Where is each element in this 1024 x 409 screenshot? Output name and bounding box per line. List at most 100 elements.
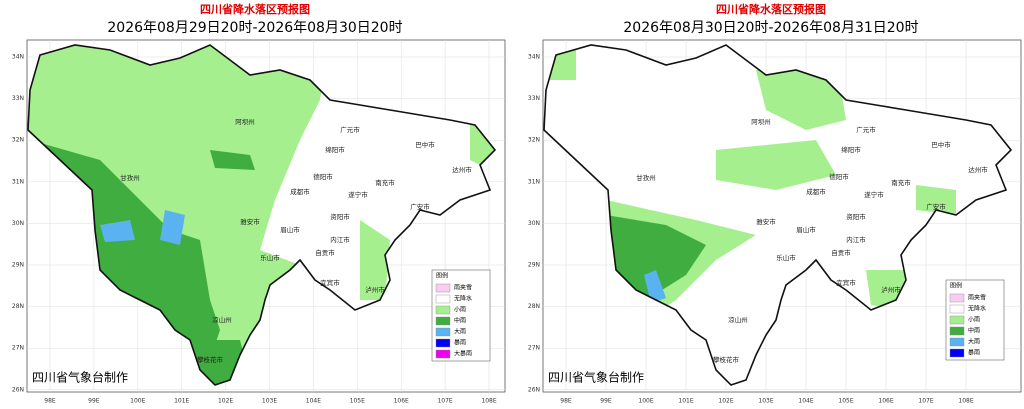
city-label: 雅安市 <box>756 217 776 226</box>
lat-label: 32N <box>528 137 540 144</box>
province-border <box>543 44 1013 386</box>
lon-label: 100E <box>130 398 145 405</box>
legend-swatch <box>949 337 965 347</box>
lon-label: 101E <box>174 398 189 405</box>
lon-label: 100E <box>638 398 653 405</box>
lon-label: 102E <box>718 398 733 405</box>
city-label: 遂宁市 <box>864 190 884 199</box>
rain-area <box>606 215 706 300</box>
city-label: 甘孜州 <box>120 173 140 182</box>
rain-area <box>160 210 185 245</box>
lat-label: 34N <box>12 54 24 61</box>
footer: 四川省气象台制作 <box>32 370 128 385</box>
legend-swatch <box>949 293 965 303</box>
lat-label: 31N <box>12 178 24 185</box>
lat-label: 26N <box>12 386 24 393</box>
lat-label: 34N <box>528 54 540 61</box>
legend-label: 大雨 <box>968 338 980 346</box>
city-label: 阿坝州 <box>235 117 255 126</box>
map-panel: 四川省降水落区预报图 2026年08月29日20时-2026年08月30日20时 3… <box>12 2 506 405</box>
lon-label: 99E <box>600 398 612 405</box>
city-label: 德阳市 <box>313 172 333 181</box>
lon-label: 99E <box>88 398 100 405</box>
city-label: 南充市 <box>891 178 911 187</box>
legend-label: 雨夹雪 <box>968 294 986 302</box>
city-label: 乐山市 <box>260 253 280 262</box>
lon-label: 105E <box>838 398 853 405</box>
city-label: 成都市 <box>290 187 310 196</box>
lon-label: 107E <box>437 398 452 405</box>
map-title: 四川省降水落区预报图 <box>716 2 826 16</box>
legend-title: 图例 <box>950 282 962 290</box>
map-panel: 四川省降水落区预报图 2026年08月30日20时-2026年08月31日20时 3… <box>528 2 1022 405</box>
lat-label: 33N <box>12 95 24 102</box>
rain-area <box>644 270 666 303</box>
city-label: 德阳市 <box>829 172 849 181</box>
legend-label: 无降水 <box>968 305 986 313</box>
lat-label: 27N <box>12 345 24 352</box>
city-label: 甘孜州 <box>636 173 656 182</box>
city-label: 凉山州 <box>212 315 232 324</box>
lon-label: 107E <box>918 398 933 405</box>
lat-label: 28N <box>528 303 540 310</box>
legend-label: 大暴雨 <box>454 350 472 358</box>
legend-label: 无降水 <box>454 295 472 303</box>
lon-label: 104E <box>306 398 321 405</box>
legend-label: 暴雨 <box>968 350 980 357</box>
city-label: 自贡市 <box>315 248 335 257</box>
lon-label: 98E <box>44 398 56 405</box>
legend-label: 中雨 <box>968 327 980 335</box>
city-label: 遂宁市 <box>348 190 368 199</box>
city-label: 南充市 <box>375 178 395 187</box>
city-label: 凉山州 <box>728 315 748 324</box>
lon-label: 105E <box>350 398 365 405</box>
rain-area <box>100 220 135 242</box>
lat-label: 27N <box>528 345 540 352</box>
city-label: 雅安市 <box>240 217 260 226</box>
legend-label: 大雨 <box>454 328 466 336</box>
lon-label: 108E <box>958 398 973 405</box>
legend-swatch <box>435 316 451 326</box>
legend-swatch <box>949 348 965 358</box>
city-label: 绵阳市 <box>325 145 345 154</box>
legend-swatch <box>949 326 965 336</box>
rain-area <box>210 150 255 170</box>
city-label: 成都市 <box>806 187 826 196</box>
legend-swatch <box>435 305 451 315</box>
lon-label: 106E <box>878 398 893 405</box>
city-label: 内江市 <box>330 235 350 244</box>
lon-label: 103E <box>262 398 277 405</box>
rain-area <box>360 220 390 300</box>
legend-swatch <box>949 315 965 325</box>
city-label: 绵阳市 <box>841 145 861 154</box>
city-label: 攀枝花市 <box>713 355 740 364</box>
city-label: 宜宾市 <box>320 278 340 287</box>
lon-label: 106E <box>394 398 409 405</box>
lon-label: 104E <box>798 398 813 405</box>
city-label: 阿坝州 <box>751 117 771 126</box>
lat-label: 32N <box>12 137 24 144</box>
legend-title: 图例 <box>436 272 448 280</box>
city-label: 巴中市 <box>931 140 951 149</box>
city-label: 达州市 <box>452 165 472 174</box>
legend-swatch <box>435 283 451 293</box>
lat-label: 29N <box>12 262 24 269</box>
legend-label: 中雨 <box>454 317 466 325</box>
rain-area <box>916 185 956 215</box>
city-label: 广元市 <box>340 125 360 134</box>
city-label: 广元市 <box>856 125 876 134</box>
lat-label: 28N <box>12 303 24 310</box>
legend-swatch <box>435 294 451 304</box>
lon-label: 101E <box>678 398 693 405</box>
city-label: 自贡市 <box>831 248 851 257</box>
legend-swatch <box>949 304 965 314</box>
city-label: 资阳市 <box>846 212 866 221</box>
city-label: 宜宾市 <box>836 278 856 287</box>
city-label: 泸州市 <box>365 285 385 294</box>
city-label: 眉山市 <box>796 225 816 234</box>
lat-label: 30N <box>528 220 540 227</box>
lon-label: 98E <box>560 398 572 405</box>
city-label: 乐山市 <box>776 253 796 262</box>
lat-label: 26N <box>528 386 540 393</box>
